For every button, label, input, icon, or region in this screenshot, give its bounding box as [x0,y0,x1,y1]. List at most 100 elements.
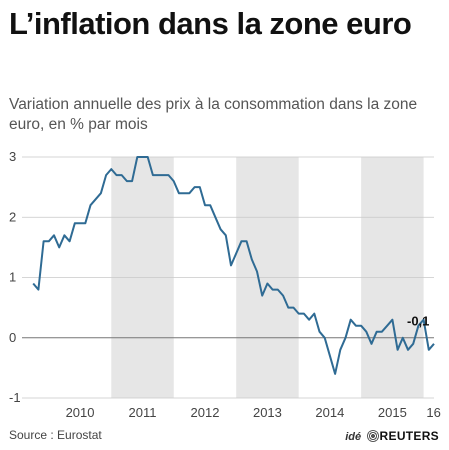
data-point-2012-08 [209,204,211,206]
data-point-2015-03 [371,343,373,345]
logo-prefix: idé [345,431,362,443]
data-point-2013-08 [272,289,274,291]
data-point-2015-02 [365,331,367,333]
data-point-2014-03 [308,319,310,321]
data-point-2013-01 [235,252,237,254]
data-point-2012-05 [194,186,196,188]
data-point-2011-09 [152,174,154,176]
source-note: Source : Eurostat [9,428,102,442]
data-point-2009-12 [43,240,45,242]
data-point-2012-01 [173,180,175,182]
data-point-2010-07 [79,222,81,224]
data-point-2014-06 [324,337,326,339]
data-point-2015-09 [402,337,404,339]
data-point-2013-07 [266,283,268,285]
data-point-2014-02 [303,313,305,315]
x-tick-label: 2010 [66,405,95,420]
data-point-2009-10 [32,283,34,285]
data-point-2016-02 [428,349,430,351]
x-tick-label: 2012 [191,405,220,420]
data-point-2010-03 [58,246,60,248]
data-point-2013-05 [256,270,258,272]
y-tick-label: 0 [9,330,16,345]
data-point-2011-05 [131,180,133,182]
x-tick-label: 16 [426,405,440,420]
data-point-2013-11 [287,307,289,309]
reuters-dots-icon [366,430,379,442]
data-point-2010-05 [69,240,71,242]
data-point-2013-12 [292,307,294,309]
data-point-2010-09 [89,204,91,206]
last-value-label: -0,1 [407,314,429,329]
logo-brand: REUTERS [379,429,439,443]
y-tick-label: 3 [9,149,16,164]
data-point-2014-07 [329,355,331,357]
data-point-2010-06 [74,222,76,224]
data-point-2012-11 [225,234,227,236]
data-point-2012-10 [220,228,222,230]
data-point-2011-02 [115,174,117,176]
data-point-2015-04 [376,331,378,333]
data-point-2011-10 [157,174,159,176]
data-point-2012-07 [204,204,206,206]
data-point-2011-08 [147,156,149,158]
data-point-2010-12 [105,174,107,176]
data-point-2011-06 [136,156,138,158]
data-point-2010-02 [53,234,55,236]
data-point-2010-08 [84,222,86,224]
data-point-2010-11 [100,192,102,194]
data-point-2013-03 [246,240,248,242]
y-tick-label: 1 [9,270,16,285]
data-point-2010-01 [48,240,50,242]
data-point-2015-05 [381,331,383,333]
x-tick-labels: 2010 2011 2012 2013 2014 2015 16 [66,405,441,420]
data-point-2012-09 [214,216,216,218]
x-tick-label: 2014 [315,405,344,420]
data-point-2015-07 [391,319,393,321]
data-point-2011-04 [126,180,128,182]
x-tick-label: 2013 [253,405,282,420]
data-point-2014-09 [339,349,341,351]
data-point-2010-04 [63,234,65,236]
x-tick-label: 2011 [129,405,157,420]
x-tick-label: 2015 [378,405,407,420]
reuters-logo: idé REUTERS [345,427,439,445]
data-point-2014-04 [313,313,315,315]
data-point-2013-04 [251,258,253,260]
data-point-2016-03 [433,343,435,345]
data-point-2011-01 [110,168,112,170]
data-point-2012-04 [188,192,190,194]
data-point-2011-12 [168,174,170,176]
y-gridlines [22,156,434,399]
data-point-2013-10 [282,295,284,297]
data-point-2015-01 [360,325,362,327]
data-point-2014-05 [318,331,320,333]
data-point-2014-10 [345,337,347,339]
inflation-series-line [32,156,435,375]
data-point-2012-06 [199,186,201,188]
data-point-2013-02 [240,240,242,242]
data-point-2011-03 [121,174,123,176]
y-tick-labels: -1 0 1 2 3 [9,149,21,405]
y-tick-label: -1 [9,390,21,405]
chart-title: L’inflation dans la zone euro [9,6,412,41]
data-point-2011-11 [162,174,164,176]
data-point-2012-02 [178,192,180,194]
y-tick-label: 2 [9,209,16,224]
data-point-2015-08 [397,349,399,351]
data-point-2015-06 [386,325,388,327]
data-point-2011-07 [142,156,144,158]
data-point-2009-11 [37,289,39,291]
data-point-2013-09 [277,289,279,291]
data-point-2014-08 [334,373,336,375]
data-point-2015-11 [412,343,414,345]
data-point-2010-10 [95,198,97,200]
data-point-2015-10 [407,349,409,351]
data-point-2013-06 [261,295,263,297]
data-point-2014-01 [298,313,300,315]
data-point-2012-12 [230,264,232,266]
data-point-2014-12 [355,325,357,327]
data-point-2012-03 [183,192,185,194]
chart-subtitle: Variation annuelle des prix à la consomm… [9,96,418,133]
inflation-line-chart: -1 0 1 2 3 2010 2011 2012 2013 2014 2015 16 -0,1 [9,149,441,420]
